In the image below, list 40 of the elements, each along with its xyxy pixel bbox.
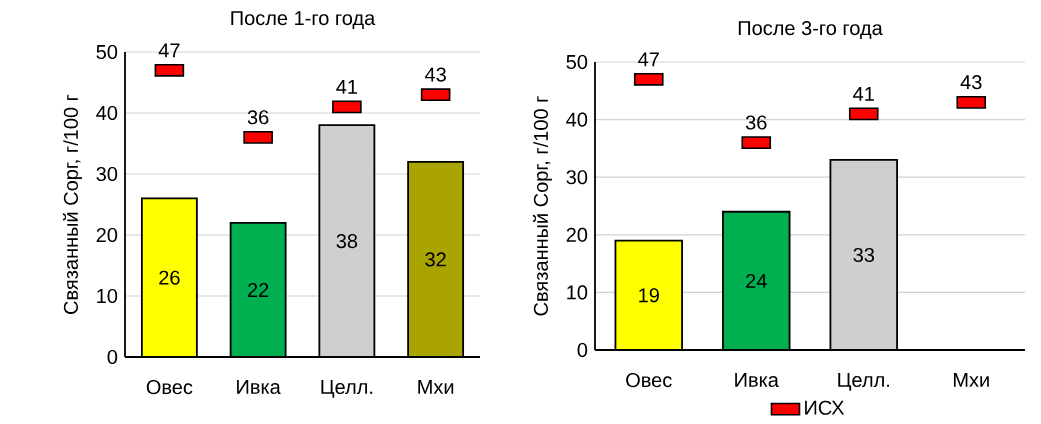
chart-title: После 3-го года	[738, 21, 883, 39]
x-tick-label: Овес	[626, 373, 672, 388]
data-label: 33	[853, 247, 874, 263]
data-label: 43	[424, 67, 446, 82]
y-tick-label: 10	[97, 288, 118, 304]
y-tick-label: 0	[577, 342, 588, 358]
data-label: 47	[638, 52, 659, 67]
x-tick-label: Ивка	[237, 380, 281, 395]
data-label: 43	[960, 75, 982, 90]
y-tick-label: 0	[107, 349, 118, 365]
data-label: 41	[853, 87, 874, 101]
x-tick-label: Мхи	[953, 373, 989, 387]
data-label: 19	[639, 288, 659, 303]
data-label: 36	[745, 115, 767, 130]
data-label: 47	[158, 43, 180, 58]
y-tick-label: 20	[96, 227, 118, 243]
y-tick-label: 10	[567, 285, 588, 300]
y-tick-label: 20	[566, 227, 588, 242]
x-tick-label: Целл.	[321, 380, 373, 398]
data-label: 38	[336, 234, 358, 249]
y-axis-title: Связанный Сорг, г/100 г	[532, 96, 552, 316]
data-label: 22	[248, 282, 269, 297]
x-tick-label: Мхи	[418, 380, 454, 394]
y-tick-label: 30	[566, 170, 588, 185]
y-tick-label: 40	[96, 105, 118, 121]
x-tick-label: Целл.	[838, 373, 889, 391]
data-label: 24	[746, 273, 767, 288]
y-tick-label: 50	[96, 44, 118, 60]
data-label: 41	[336, 80, 358, 94]
legend-label: ИСХ	[805, 400, 845, 415]
data-label: 26	[159, 270, 180, 285]
x-tick-label: Овес	[146, 380, 193, 395]
data-label: 32	[425, 252, 446, 267]
y-tick-label: 50	[566, 54, 588, 70]
x-tick-label: Ивка	[735, 373, 779, 388]
y-axis-title: Связанный Сорг, г/100 г	[62, 94, 82, 314]
y-tick-label: 40	[566, 112, 588, 127]
y-tick-label: 30	[96, 166, 118, 182]
chart-title: После 1-го года	[231, 11, 376, 29]
data-label: 36	[247, 110, 269, 125]
